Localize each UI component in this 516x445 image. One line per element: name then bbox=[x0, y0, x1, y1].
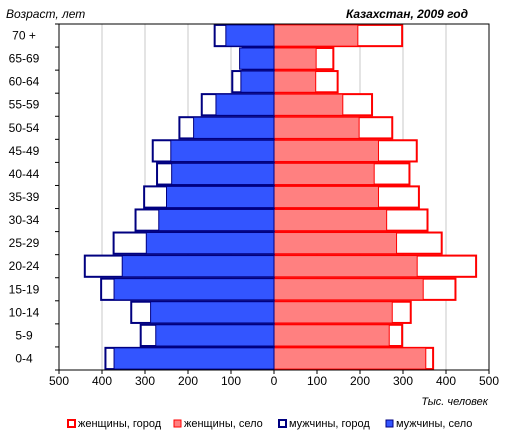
bar-series-1-11 bbox=[273, 278, 424, 301]
bars bbox=[83, 23, 478, 371]
x-tick-label-10: 500 bbox=[479, 374, 499, 388]
bar-series-1-8 bbox=[273, 208, 388, 232]
x-tick-label-2: 300 bbox=[135, 374, 155, 388]
y-tick-label-2: 60-64 bbox=[9, 75, 40, 89]
axes: 70 + 65-69 60-64 55-59 50-54 45-49 40-44 35-39 3… bbox=[9, 23, 499, 388]
y-tick-label-6: 40-44 bbox=[9, 167, 40, 181]
bar-series-3-0 bbox=[225, 24, 275, 47]
y-tick-label-13: 5-9 bbox=[15, 328, 33, 342]
x-tick-label-4: 100 bbox=[221, 374, 241, 388]
x-tick-label-3: 200 bbox=[178, 374, 198, 388]
bar-series-3-3 bbox=[215, 93, 275, 116]
y-tick-label-14: 0-4 bbox=[15, 351, 33, 365]
y-tick-label-11: 15-19 bbox=[9, 282, 40, 296]
y-tick-label-8: 30-34 bbox=[9, 213, 40, 227]
bar-series-3-11 bbox=[113, 278, 275, 301]
bar-series-3-14 bbox=[113, 347, 275, 370]
bar-series-1-9 bbox=[273, 232, 398, 255]
y-tick-label-5: 45-49 bbox=[9, 144, 40, 158]
legend-swatch-1 bbox=[173, 419, 182, 428]
bar-series-3-10 bbox=[121, 255, 275, 278]
x-tick-label-5: 0 bbox=[271, 374, 278, 388]
y-tick-label-0: 70 + bbox=[12, 29, 36, 43]
bar-series-3-9 bbox=[145, 232, 275, 255]
y-axis-title: Возраст, лет bbox=[6, 7, 85, 21]
bar-series-3-4 bbox=[193, 116, 275, 139]
legend-label-2: мужчины, город bbox=[289, 418, 370, 430]
bar-series-1-3 bbox=[273, 93, 344, 116]
legend-swatch-0 bbox=[67, 419, 76, 428]
bar-series-1-10 bbox=[273, 255, 418, 278]
bar-series-3-12 bbox=[150, 301, 275, 324]
y-tick-label-12: 10-14 bbox=[9, 305, 40, 319]
y-tick-label-3: 55-59 bbox=[9, 98, 40, 112]
legend-swatch-2 bbox=[278, 419, 287, 428]
bar-series-3-2 bbox=[240, 70, 275, 93]
bar-series-3-7 bbox=[166, 185, 275, 209]
bar-series-1-2 bbox=[273, 70, 317, 93]
x-tick-label-1: 400 bbox=[92, 374, 112, 388]
bar-series-1-12 bbox=[273, 301, 393, 324]
bar-series-3-1 bbox=[239, 47, 275, 70]
x-tick-label-9: 400 bbox=[436, 374, 456, 388]
bar-series-1-13 bbox=[273, 324, 390, 347]
chart-title: Казахстан, 2009 год bbox=[346, 7, 468, 21]
x-tick-label-8: 300 bbox=[393, 374, 413, 388]
y-tick-label-4: 50-54 bbox=[9, 121, 40, 135]
bar-series-1-5 bbox=[273, 139, 379, 162]
bar-series-1-6 bbox=[273, 162, 375, 186]
bar-series-1-1 bbox=[273, 47, 317, 70]
x-tick-label-6: 100 bbox=[307, 374, 327, 388]
y-tick-label-9: 25-29 bbox=[9, 236, 40, 250]
legend-swatch-3 bbox=[385, 419, 394, 428]
legend-label-0: женщины, город bbox=[78, 418, 162, 430]
legend-label-1: женщины, село bbox=[184, 418, 263, 430]
bar-series-3-5 bbox=[170, 139, 275, 162]
bar-series-1-4 bbox=[273, 116, 360, 139]
x-axis-unit-label: Тыс. человек bbox=[421, 396, 488, 408]
y-tick-label-1: 65-69 bbox=[9, 52, 40, 66]
bar-series-1-0 bbox=[273, 24, 359, 47]
legend-label-3: мужчины, село bbox=[396, 418, 472, 430]
x-tick-label-7: 200 bbox=[350, 374, 370, 388]
y-tick-label-10: 20-24 bbox=[9, 259, 40, 273]
bar-series-3-8 bbox=[158, 208, 275, 232]
bar-series-3-6 bbox=[171, 162, 275, 186]
x-tick-label-0: 500 bbox=[49, 374, 69, 388]
y-tick-label-7: 35-39 bbox=[9, 190, 40, 204]
bar-series-3-13 bbox=[155, 324, 275, 347]
bar-series-1-7 bbox=[273, 185, 379, 209]
legend: женщины, город женщины, село мужчины, горо… bbox=[67, 418, 472, 430]
bar-series-1-14 bbox=[273, 347, 427, 370]
